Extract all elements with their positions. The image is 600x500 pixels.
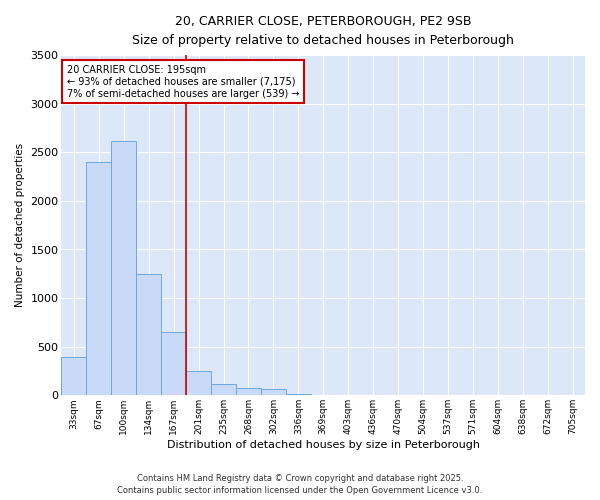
Bar xyxy=(261,390,286,396)
Text: 20 CARRIER CLOSE: 195sqm
← 93% of detached houses are smaller (7,175)
7% of semi: 20 CARRIER CLOSE: 195sqm ← 93% of detach… xyxy=(67,66,299,98)
Bar xyxy=(86,162,112,396)
Bar xyxy=(112,140,136,396)
Bar xyxy=(61,358,86,396)
Bar xyxy=(211,384,236,396)
Y-axis label: Number of detached properties: Number of detached properties xyxy=(15,143,25,308)
X-axis label: Distribution of detached houses by size in Peterborough: Distribution of detached houses by size … xyxy=(167,440,480,450)
Bar xyxy=(236,388,261,396)
Bar xyxy=(286,394,311,396)
Title: 20, CARRIER CLOSE, PETERBOROUGH, PE2 9SB
Size of property relative to detached h: 20, CARRIER CLOSE, PETERBOROUGH, PE2 9SB… xyxy=(132,15,514,47)
Bar xyxy=(161,332,186,396)
Bar xyxy=(186,371,211,396)
Bar xyxy=(136,274,161,396)
Text: Contains HM Land Registry data © Crown copyright and database right 2025.
Contai: Contains HM Land Registry data © Crown c… xyxy=(118,474,482,495)
